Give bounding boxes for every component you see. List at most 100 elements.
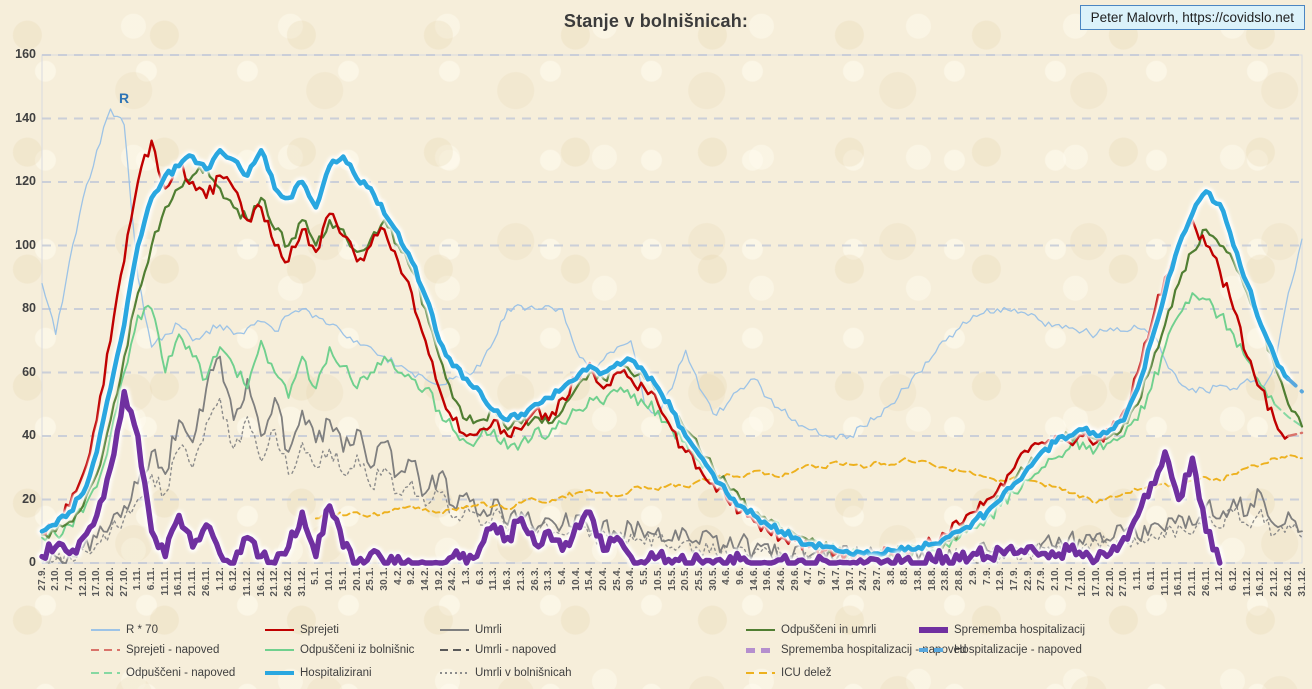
x-tick-label: 3.8.: [885, 567, 897, 585]
x-tick-label: 7.9.: [981, 567, 993, 585]
legend-label: Umrli: [475, 624, 502, 636]
legend-item-sprejeti-napoved: Sprejeti - napoved: [91, 642, 219, 658]
x-tick-label: 21.12.: [269, 567, 281, 597]
legend-item-odpusceni-iz-bolnisnic: Odpuščeni iz bolnišnic: [265, 642, 414, 658]
x-tick-label: 22.9.: [1022, 567, 1034, 591]
legend-label: Sprejeti - napoved: [126, 644, 220, 656]
x-tick-label: 20.1.: [351, 567, 363, 591]
x-tick-label: 17.10.: [1091, 567, 1103, 597]
x-tick-label: 27.10.: [118, 567, 130, 597]
x-tick-label: 10.1.: [324, 567, 336, 591]
legend-item-umrli-v-bolnisnicah: Umrli v bolnišnicah: [440, 665, 572, 681]
x-tick-label: 6.11.: [146, 567, 158, 591]
legend-marker-sprememba-napoved: [746, 647, 775, 653]
x-tick-label: 22.10.: [104, 567, 116, 597]
x-tick-label: 10.5.: [652, 567, 664, 591]
x-tick-label: 31.12.: [1296, 567, 1308, 597]
x-tick-label: 1.11.: [1132, 567, 1144, 591]
y-tick-label: 60: [22, 364, 36, 379]
y-tick-label: 40: [22, 428, 36, 442]
x-tick-label: 29.6.: [789, 567, 801, 591]
legend-marker-odpusceni-napoved: [91, 672, 120, 674]
x-tick-label: 5.5.: [639, 567, 651, 585]
x-tick-label: 24.6.: [776, 567, 788, 591]
x-tick-label: 7.10.: [63, 567, 75, 591]
x-tick-label: 27.9.: [36, 567, 48, 591]
x-tick-label: 9.7.: [817, 567, 829, 585]
legend-item-sprememba: Sprememba hospitalizacij: [919, 622, 1085, 638]
r-series-annotation: R: [119, 90, 130, 106]
x-tick-label: 2.10.: [50, 567, 62, 591]
x-tick-label: 11.12.: [1241, 567, 1253, 597]
legend-label: Sprejeti: [300, 624, 339, 636]
legend-marker-umrli-napoved: [440, 649, 469, 651]
x-tick-label: 30.1.: [378, 567, 390, 591]
legend-item-odpusceni-napoved: Odpuščeni - napoved: [91, 665, 235, 681]
legend-marker-icu-delez: [746, 672, 775, 674]
x-tick-label: 1.11.: [132, 567, 144, 591]
x-tick-label: 6.3.: [474, 567, 486, 585]
x-tick-label: 26.11.: [200, 567, 212, 597]
x-tick-label: 14.7.: [830, 567, 842, 591]
legend-item-icu-delez: ICU delež: [746, 665, 832, 681]
legend-label: Umrli - napoved: [475, 644, 557, 656]
legend-item-hospitalizirani: Hospitalizirani: [265, 665, 372, 681]
x-tick-label: 15.4.: [584, 567, 596, 591]
x-tick-label: 16.12.: [255, 567, 267, 597]
x-tick-label: 22.10.: [1104, 567, 1116, 597]
x-tick-label: 4.7.: [803, 567, 815, 585]
x-tick-label: 19.6.: [762, 567, 774, 591]
x-tick-label: 8.8.: [899, 567, 911, 585]
x-tick-label: 25.1.: [365, 567, 377, 591]
legend-marker-hospitalizacije-napoved: [919, 648, 948, 652]
x-tick-label: 14.6.: [748, 567, 760, 591]
x-tick-label: 4.2.: [392, 567, 404, 585]
legend-item-sprejeti: Sprejeti: [265, 622, 339, 638]
x-tick-label: 10.4.: [570, 567, 582, 591]
x-tick-label: 16.12.: [1255, 567, 1267, 597]
legend-item-hospitalizacije-napoved: Hospitalizacije - napoved: [919, 642, 1082, 658]
x-tick-label: 16.11.: [1173, 567, 1185, 597]
y-tick-label: 80: [22, 301, 36, 315]
legend-marker-hospitalizirani: [265, 670, 294, 676]
legend-marker-odpusceni-iz-bolnisnic: [265, 649, 294, 651]
legend-label: Sprememba hospitalizacij - napoved: [781, 644, 967, 656]
x-tick-label: 15.5.: [666, 567, 678, 591]
legend-marker-sprejeti-napoved: [91, 648, 120, 652]
y-tick-label: 160: [15, 47, 36, 61]
legend-label: Odpuščeni iz bolnišnic: [300, 644, 415, 656]
x-tick-label: 11.11.: [1159, 567, 1171, 596]
legend-marker-umrli-v-bolnisnicah: [440, 672, 469, 674]
x-tick-label: 4.6.: [721, 567, 733, 585]
x-tick-label: 5.1.: [310, 567, 322, 585]
x-tick-label: 26.12.: [1282, 567, 1294, 597]
x-tick-label: 9.6.: [734, 567, 746, 585]
legend-marker-r70: [91, 629, 120, 631]
x-tick-label: 21.11.: [1186, 567, 1198, 597]
x-tick-label: 12.10.: [1077, 567, 1089, 597]
x-tick-label: 18.8.: [926, 567, 938, 591]
legend-item-umrli-napoved: Umrli - napoved: [440, 642, 556, 658]
x-tick-label: 21.11.: [187, 567, 199, 597]
x-tick-label: 20.5.: [680, 567, 692, 591]
legend-marker-sprememba: [919, 627, 948, 633]
x-tick-label: 14.2.: [419, 567, 431, 591]
legend-label: Sprememba hospitalizacij: [954, 624, 1086, 636]
legend-item-r70: R * 70: [91, 622, 158, 638]
x-tick-label: 26.12.: [283, 567, 295, 597]
x-tick-label: 20.4.: [598, 567, 610, 591]
x-tick-label: 24.7.: [858, 567, 870, 591]
x-tick-label: 30.4.: [625, 567, 637, 591]
x-tick-label: 21.3.: [515, 567, 527, 591]
x-tick-label: 1.12.: [214, 567, 226, 591]
y-tick-label: 140: [15, 110, 36, 125]
x-tick-label: 27.9.: [1036, 567, 1048, 591]
y-tick-label: 120: [15, 174, 36, 188]
x-tick-label: 31.12.: [296, 567, 308, 597]
legend-marker-sprejeti: [265, 628, 294, 632]
legend-label: Hospitalizacije - napoved: [954, 644, 1082, 656]
x-tick-label: 11.12.: [241, 567, 253, 597]
legend-label: Odpuščeni in umrli: [781, 624, 877, 636]
x-tick-label: 19.2.: [433, 567, 445, 591]
